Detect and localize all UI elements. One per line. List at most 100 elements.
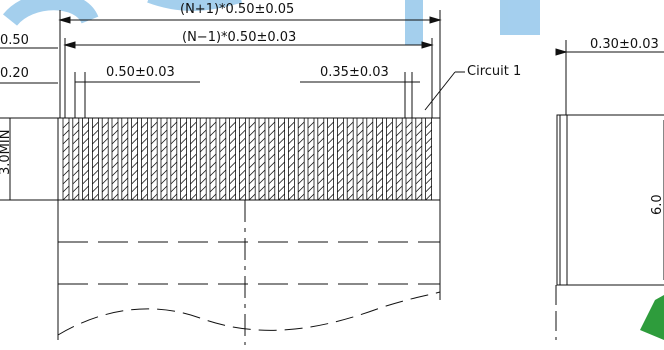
contact-pin: [415, 117, 423, 201]
hatch-line: [62, 145, 70, 153]
hatch-line: [288, 153, 295, 161]
hatch-line: [72, 177, 80, 185]
hatch-line: [141, 137, 148, 145]
hatch-line: [258, 153, 266, 161]
hatch-line: [317, 169, 325, 177]
hatch-line: [425, 169, 432, 177]
hatch-line: [356, 161, 364, 169]
contact-pin: [238, 117, 246, 201]
hatch-line: [297, 153, 305, 161]
hatch-line: [239, 185, 246, 193]
hatch-line: [327, 121, 334, 129]
hatch-line: [268, 137, 276, 145]
hatch-line: [160, 153, 168, 161]
hatch-line: [229, 121, 236, 129]
dim-right-vertical: 6.0: [650, 194, 664, 215]
hatch-line: [327, 177, 334, 185]
hatch-line: [288, 193, 295, 201]
hatch-line: [131, 169, 138, 177]
contact-array: [62, 117, 433, 201]
hatch-line: [82, 129, 89, 137]
hatch-line: [268, 145, 276, 153]
hatch-line: [317, 185, 325, 193]
hatch-line: [297, 193, 305, 201]
hatch-line: [327, 161, 334, 169]
hatch-line: [376, 121, 383, 129]
hatch-line: [386, 153, 393, 161]
hatch-line: [395, 193, 403, 201]
hatch-line: [131, 121, 138, 129]
hatch-line: [415, 177, 423, 185]
hatch-line: [239, 161, 246, 169]
contact-pin: [62, 117, 70, 201]
hatch-line: [72, 193, 80, 201]
hatch-line: [111, 161, 119, 169]
hatch-line: [395, 145, 403, 153]
hatch-line: [72, 161, 80, 169]
hatch-line: [268, 121, 276, 129]
contact-pin: [199, 117, 207, 201]
hatch-line: [82, 193, 89, 201]
hatch-line: [386, 145, 393, 153]
hatch-line: [337, 153, 344, 161]
hatch-line: [278, 137, 285, 145]
hatch-line: [268, 129, 276, 137]
hatch-line: [72, 137, 80, 145]
hatch-line: [278, 177, 285, 185]
hatch-line: [180, 177, 187, 185]
hatch-line: [229, 185, 236, 193]
hatch-line: [209, 177, 217, 185]
hatch-line: [219, 193, 227, 201]
hatch-line: [327, 185, 334, 193]
hatch-line: [346, 145, 354, 153]
hatch-line: [346, 185, 354, 193]
hatch-line: [376, 153, 383, 161]
contact-pin: [356, 117, 364, 201]
hatch-line: [405, 185, 413, 193]
hatch-line: [288, 177, 295, 185]
hatch-line: [199, 185, 207, 193]
hatch-line: [160, 129, 168, 137]
hatch-line: [405, 193, 413, 201]
hatch-line: [248, 129, 256, 137]
circuit-label: Circuit 1: [467, 64, 522, 79]
hatch-line: [346, 161, 354, 169]
hatch-line: [209, 121, 217, 129]
hatch-line: [190, 177, 197, 185]
hatch-line: [297, 185, 305, 193]
hatch-line: [239, 153, 246, 161]
hatch-line: [111, 193, 119, 201]
hatch-line: [425, 177, 432, 185]
hatch-line: [121, 145, 129, 153]
hatch-line: [92, 121, 99, 129]
contact-pin: [395, 117, 403, 201]
hatch-line: [425, 129, 432, 137]
hatch-line: [219, 161, 227, 169]
hatch-line: [327, 129, 334, 137]
hatch-line: [92, 161, 99, 169]
hatch-line: [258, 161, 266, 169]
hatch-line: [395, 169, 403, 177]
hatch-line: [170, 185, 178, 193]
hatch-line: [190, 129, 197, 137]
hatch-line: [150, 185, 158, 193]
hatch-line: [346, 137, 354, 145]
hatch-line: [258, 193, 266, 201]
hatch-line: [62, 121, 70, 129]
hatch-line: [386, 169, 393, 177]
hatch-line: [101, 169, 109, 177]
hatch-line: [248, 177, 256, 185]
hatch-line: [199, 153, 207, 161]
hatch-line: [219, 121, 227, 129]
hatch-line: [346, 169, 354, 177]
hatch-line: [425, 145, 432, 153]
hatch-line: [62, 153, 70, 161]
hatch-line: [356, 145, 364, 153]
hatch-line: [307, 185, 315, 193]
hatch-line: [425, 137, 432, 145]
hatch-line: [92, 169, 99, 177]
hatch-line: [248, 161, 256, 169]
hatch-line: [327, 169, 334, 177]
contact-pin: [248, 117, 256, 201]
hatch-line: [258, 177, 266, 185]
